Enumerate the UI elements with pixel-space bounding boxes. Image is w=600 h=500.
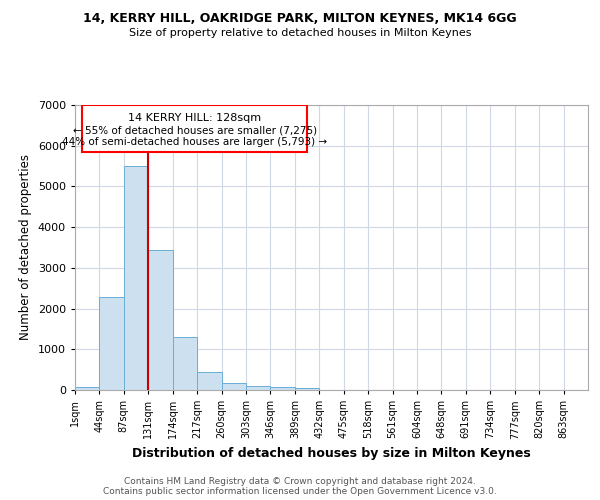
Bar <box>124 166 148 390</box>
Bar <box>197 372 221 390</box>
Text: Contains public sector information licensed under the Open Government Licence v3: Contains public sector information licen… <box>103 487 497 496</box>
Bar <box>148 250 173 390</box>
Text: 14 KERRY HILL: 128sqm: 14 KERRY HILL: 128sqm <box>128 113 261 123</box>
Bar <box>100 298 124 390</box>
Bar <box>271 387 295 390</box>
Y-axis label: Number of detached properties: Number of detached properties <box>19 154 32 340</box>
Bar <box>295 388 319 390</box>
Text: Contains HM Land Registry data © Crown copyright and database right 2024.: Contains HM Land Registry data © Crown c… <box>124 477 476 486</box>
Text: 14, KERRY HILL, OAKRIDGE PARK, MILTON KEYNES, MK14 6GG: 14, KERRY HILL, OAKRIDGE PARK, MILTON KE… <box>83 12 517 26</box>
Bar <box>75 387 100 390</box>
Bar <box>173 337 197 390</box>
Bar <box>82 105 307 152</box>
Text: ← 55% of detached houses are smaller (7,275): ← 55% of detached houses are smaller (7,… <box>73 126 317 136</box>
X-axis label: Distribution of detached houses by size in Milton Keynes: Distribution of detached houses by size … <box>132 447 531 460</box>
Bar <box>246 386 271 390</box>
Text: 44% of semi-detached houses are larger (5,793) →: 44% of semi-detached houses are larger (… <box>62 137 327 147</box>
Text: Size of property relative to detached houses in Milton Keynes: Size of property relative to detached ho… <box>129 28 471 38</box>
Bar <box>221 383 246 390</box>
